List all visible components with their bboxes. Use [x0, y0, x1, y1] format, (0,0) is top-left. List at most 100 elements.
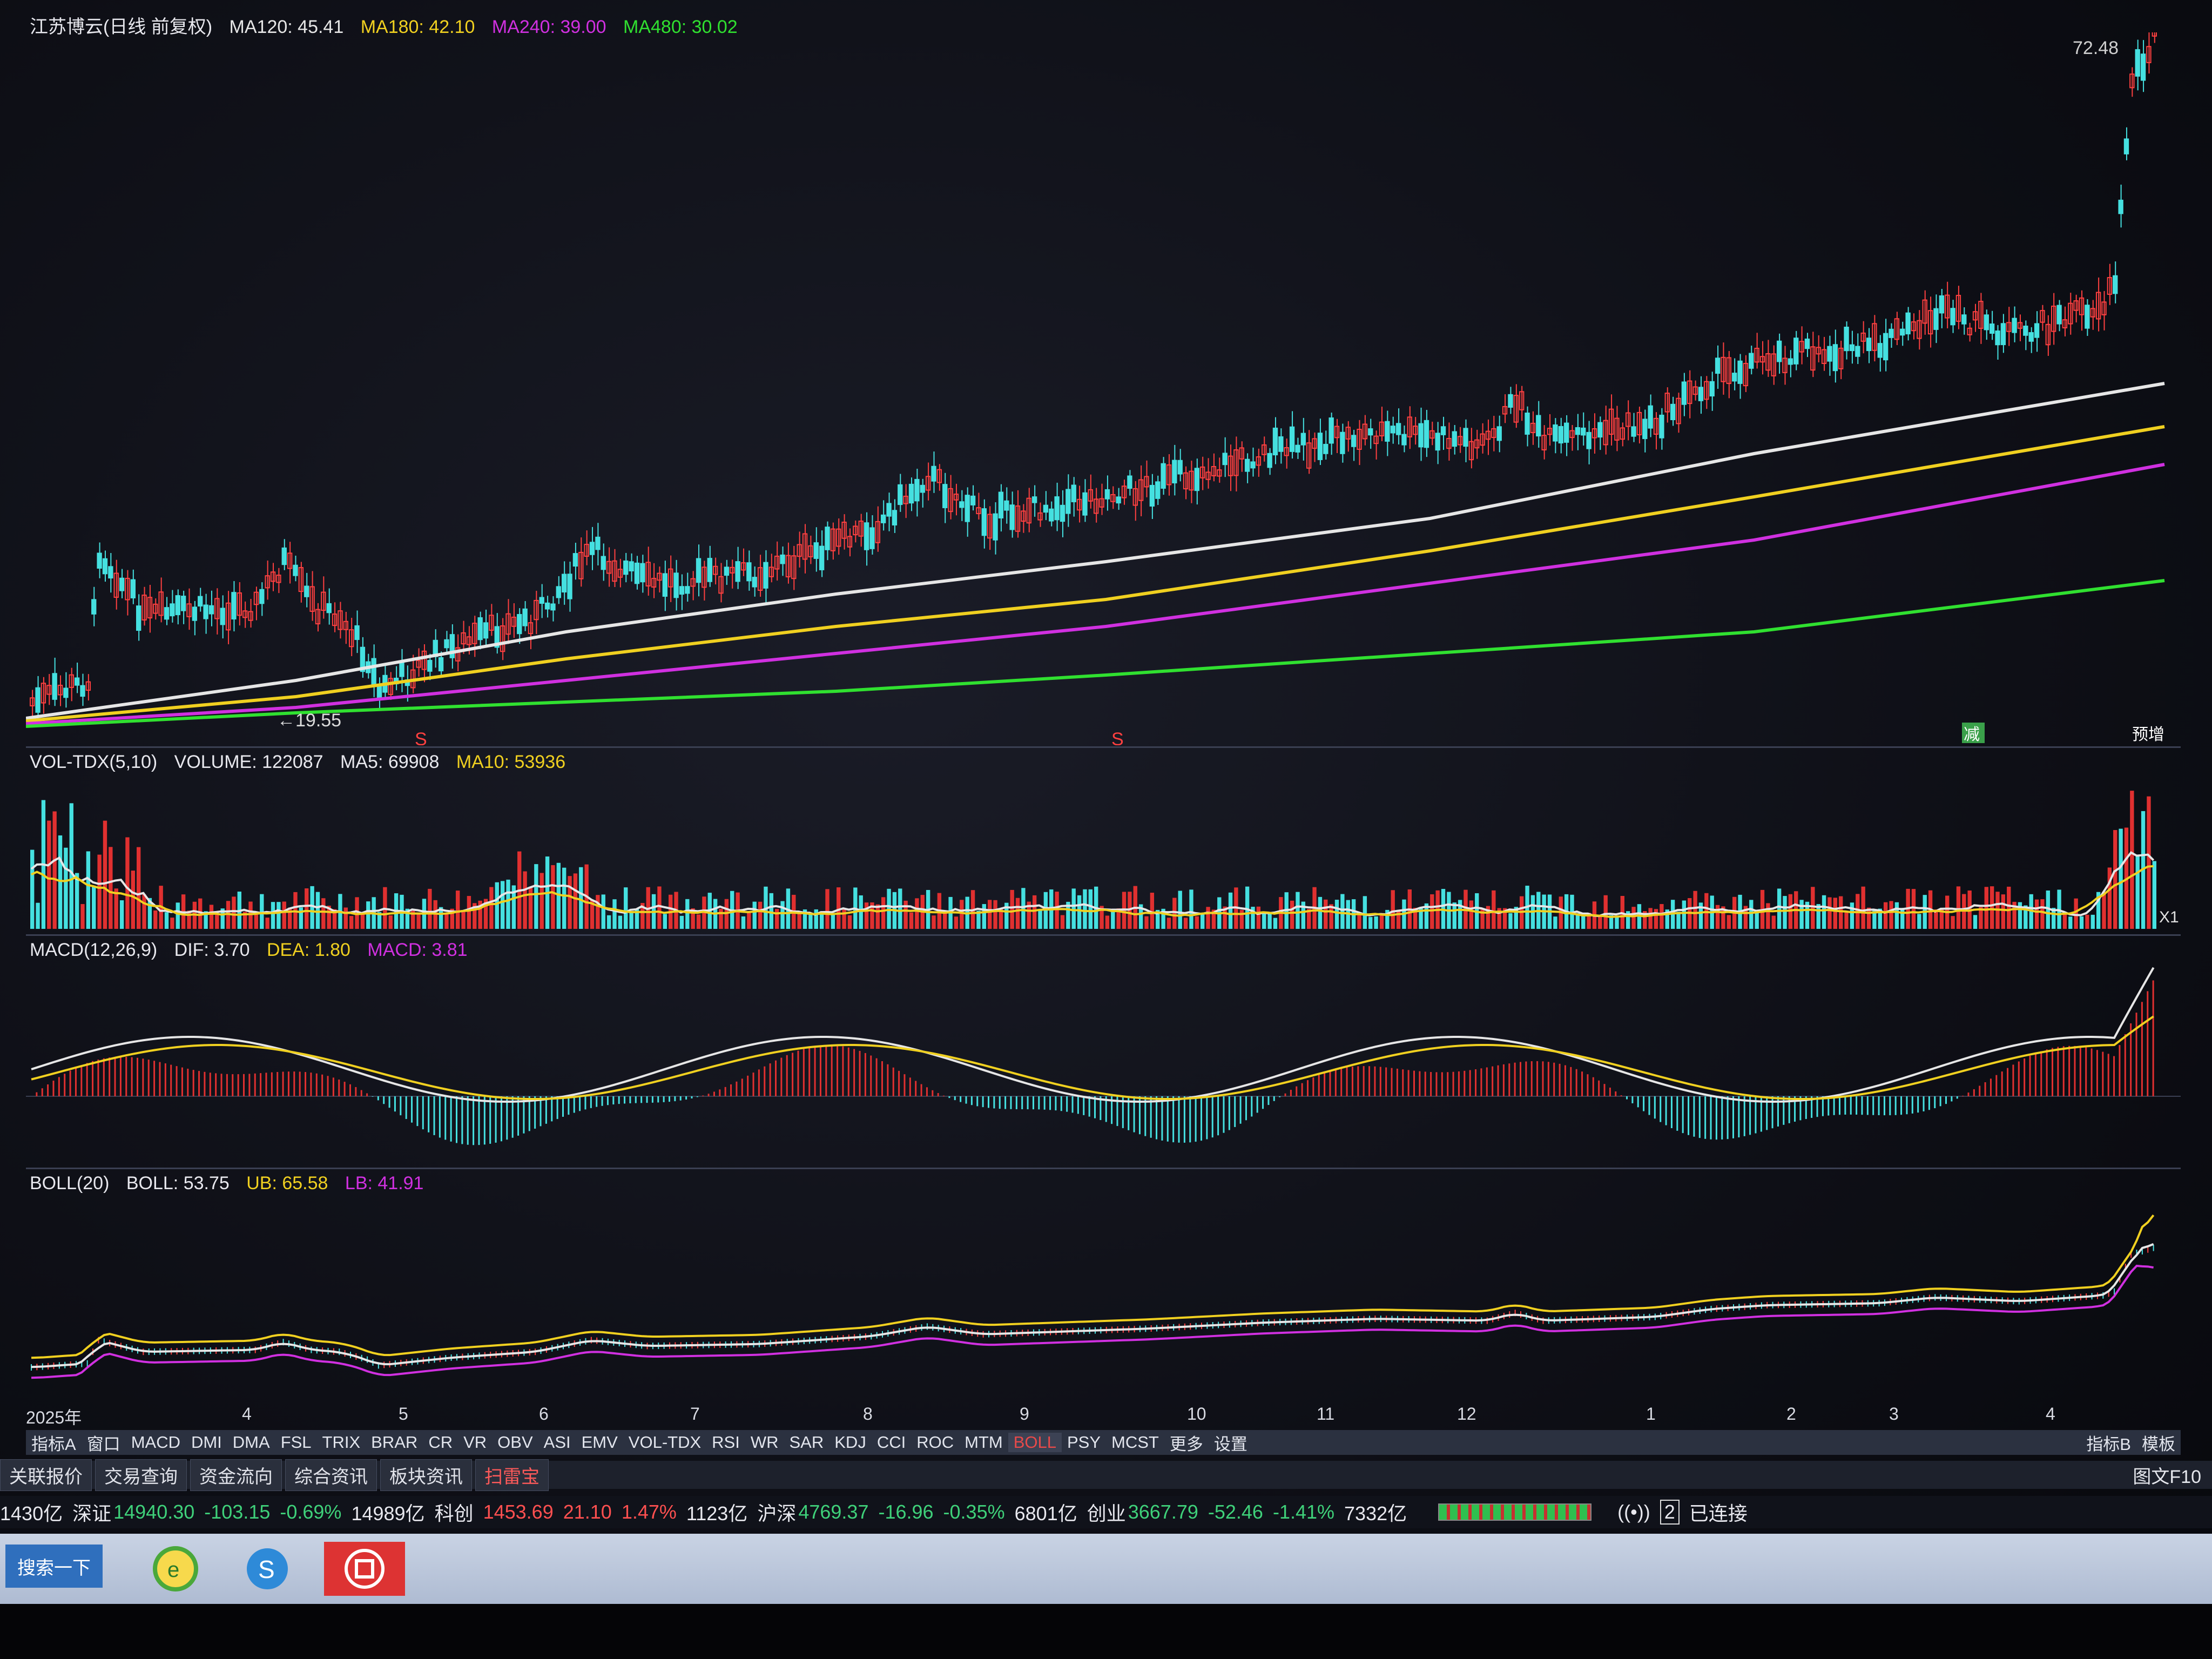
indicator-tab-4[interactable]: DMA: [232, 1433, 270, 1452]
indicator-tab-21[interactable]: BOLL: [1008, 1433, 1062, 1452]
macd-histogram-bar: [819, 1045, 821, 1096]
taskbar-search-button[interactable]: 搜索一下: [5, 1545, 103, 1588]
candle: [1256, 456, 1262, 466]
indicator-tab-23[interactable]: MCST: [1111, 1433, 1159, 1452]
f10-button[interactable]: 图文F10: [2133, 1466, 2201, 1487]
sogou-icon[interactable]: S: [238, 1542, 297, 1596]
hs-pct: -0.35%: [943, 1501, 1005, 1523]
hs-change: -16.96: [878, 1501, 934, 1523]
macd-histogram-bar: [741, 1078, 743, 1096]
indicator-tab-9[interactable]: VR: [463, 1433, 487, 1452]
indicator-tab-19[interactable]: ROC: [916, 1433, 954, 1452]
indicator-tab-5[interactable]: FSL: [280, 1433, 312, 1452]
volume-bar: [343, 907, 348, 929]
candle: [1743, 363, 1749, 387]
indicator-tab-10[interactable]: OBV: [497, 1433, 533, 1452]
macd-histogram-bar: [1615, 1091, 1617, 1096]
indicator-tab-3[interactable]: DMI: [191, 1433, 222, 1452]
indicator-tab-right-0[interactable]: 指标B: [2086, 1434, 2131, 1454]
info-tab-2[interactable]: 资金流向: [190, 1459, 282, 1491]
volume-bar: [1816, 904, 1820, 929]
macd-histogram-bar: [500, 1096, 502, 1142]
macd-histogram-bar: [355, 1087, 357, 1096]
macd-histogram-bar: [920, 1084, 922, 1096]
browser-icon[interactable]: e: [146, 1542, 205, 1596]
citic-app-icon[interactable]: [324, 1542, 405, 1596]
macd-histogram-bar: [1480, 1068, 1482, 1096]
indicator-tab-15[interactable]: WR: [750, 1433, 779, 1452]
volume-bar: [1575, 913, 1580, 929]
volume-bar: [47, 820, 51, 929]
indicator-tab-12[interactable]: EMV: [581, 1433, 618, 1452]
macd-histogram-bar: [1967, 1092, 1970, 1096]
sz-label: 深证: [72, 1502, 112, 1525]
macd-histogram-bar: [176, 1066, 178, 1096]
indicator-tab-16[interactable]: SAR: [789, 1433, 824, 1452]
indicator-tab-14[interactable]: RSI: [712, 1433, 740, 1452]
macd-histogram-bar: [926, 1087, 928, 1096]
volume-bar: [478, 900, 482, 929]
macd-chart[interactable]: [26, 961, 2181, 1166]
indicator-tab-13[interactable]: VOL-TDX: [628, 1433, 702, 1452]
indicator-tab-17[interactable]: KDJ: [834, 1433, 866, 1452]
indicator-tab-2[interactable]: MACD: [131, 1433, 180, 1452]
volume-bar: [260, 894, 264, 929]
candle: [707, 558, 712, 582]
indicator-tab-11[interactable]: ASI: [543, 1433, 571, 1452]
macd-histogram-bar: [265, 1073, 267, 1096]
indicator-tab-6[interactable]: TRIX: [322, 1433, 361, 1452]
s-marker-2: S: [1111, 729, 1124, 745]
boll-chart[interactable]: [26, 1193, 2181, 1404]
macd-histogram-bar: [220, 1074, 222, 1096]
macd-histogram-bar: [47, 1084, 49, 1096]
indicator-tab-25[interactable]: 设置: [1213, 1434, 1247, 1454]
candle: [35, 687, 41, 713]
macd-histogram-bar: [495, 1096, 497, 1143]
volume-bar: [775, 909, 779, 929]
candle: [685, 586, 690, 594]
volume-bar: [142, 894, 146, 929]
candle: [2095, 292, 2101, 320]
info-tab-4[interactable]: 板块资讯: [380, 1459, 472, 1491]
time-axis-label-7: 10: [1187, 1404, 1206, 1424]
macd-histogram-bar: [1183, 1096, 1185, 1143]
macd-histogram-bar: [1055, 1096, 1057, 1111]
macd-histogram-bar: [1464, 1070, 1466, 1096]
price-chart[interactable]: 72.48 ←19.55 S S 减 预增: [26, 32, 2181, 745]
info-tab-0[interactable]: 关联报价: [0, 1459, 92, 1491]
indicator-tab-1[interactable]: 窗口: [86, 1434, 120, 1454]
candle: [1810, 346, 1816, 371]
candle: [740, 562, 746, 571]
macd-histogram-bar: [2074, 1046, 2076, 1096]
indicator-tab-22[interactable]: PSY: [1067, 1433, 1101, 1452]
macd-histogram-bar: [450, 1096, 452, 1142]
macd-histogram-bar: [1654, 1096, 1656, 1119]
volume-chart[interactable]: X1: [26, 772, 2181, 934]
macd-histogram-bar: [2079, 1046, 2081, 1096]
indicator-tab-7[interactable]: BRAR: [371, 1433, 418, 1452]
info-tab-3[interactable]: 综合资讯: [285, 1459, 377, 1491]
candle: [1446, 437, 1452, 449]
volume-bar: [315, 892, 320, 929]
volume-bar: [1458, 900, 1462, 929]
indicator-tab-right-1[interactable]: 模板: [2142, 1434, 2175, 1454]
indicator-tab-18[interactable]: CCI: [876, 1433, 906, 1452]
volume-bar: [1060, 915, 1065, 929]
volume-bar: [75, 873, 79, 929]
candle: [892, 510, 898, 525]
macd-histogram-bar: [1637, 1096, 1639, 1108]
macd-histogram-bar: [1452, 1071, 1454, 1096]
info-tab-5[interactable]: 扫雷宝: [475, 1459, 549, 1491]
candle: [265, 575, 270, 589]
macd-histogram-bar: [1844, 1096, 1846, 1115]
info-tab-1[interactable]: 交易查询: [95, 1459, 187, 1491]
indicator-tab-0[interactable]: 指标A: [31, 1434, 76, 1454]
macd-histogram-bar: [573, 1096, 575, 1113]
macd-histogram-bar: [1866, 1096, 1869, 1115]
volume-ma10: MA10: 53936: [456, 752, 566, 772]
indicator-tab-20[interactable]: MTM: [965, 1433, 1003, 1452]
indicator-tab-24[interactable]: 更多: [1169, 1434, 1203, 1454]
indicator-tab-8[interactable]: CR: [428, 1433, 453, 1452]
macd-histogram-bar: [1150, 1096, 1152, 1138]
candle: [875, 521, 881, 543]
